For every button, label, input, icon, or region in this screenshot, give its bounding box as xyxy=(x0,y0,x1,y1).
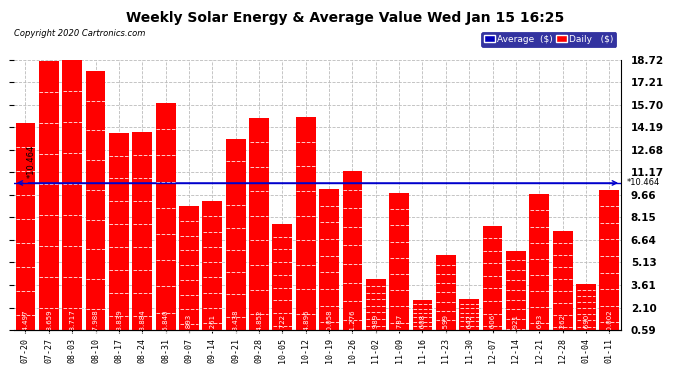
Bar xyxy=(436,255,456,339)
Text: 10.058: 10.058 xyxy=(326,310,332,334)
Bar xyxy=(202,201,222,339)
Text: 3.690: 3.690 xyxy=(583,314,589,334)
Bar xyxy=(482,225,502,339)
Text: *10.464: *10.464 xyxy=(27,145,36,178)
Text: 5.921: 5.921 xyxy=(513,314,519,334)
Text: *10.464: *10.464 xyxy=(627,178,660,188)
Text: 14.852: 14.852 xyxy=(256,310,262,334)
Bar xyxy=(460,300,479,339)
Text: 2.608: 2.608 xyxy=(420,314,426,334)
Text: 5.599: 5.599 xyxy=(443,314,449,334)
Text: 9.261: 9.261 xyxy=(209,314,215,334)
Bar xyxy=(39,61,59,339)
Bar xyxy=(576,284,596,339)
Text: Copyright 2020 Cartronics.com: Copyright 2020 Cartronics.com xyxy=(14,29,145,38)
Bar xyxy=(529,194,549,339)
Bar xyxy=(86,71,106,339)
Bar xyxy=(342,171,362,339)
Text: 2.642: 2.642 xyxy=(466,315,472,334)
Bar xyxy=(413,300,433,339)
Text: 7.722: 7.722 xyxy=(279,314,286,334)
Bar xyxy=(553,231,573,339)
Text: 15.840: 15.840 xyxy=(163,310,168,334)
Text: 13.839: 13.839 xyxy=(116,310,122,334)
Text: 18.717: 18.717 xyxy=(69,310,75,334)
Text: 7.262: 7.262 xyxy=(560,314,566,334)
Bar xyxy=(109,133,129,339)
Bar xyxy=(16,123,35,339)
Text: 13.884: 13.884 xyxy=(139,310,146,334)
Bar xyxy=(366,279,386,339)
Bar xyxy=(249,118,269,339)
Text: Weekly Solar Energy & Average Value Wed Jan 15 16:25: Weekly Solar Energy & Average Value Wed … xyxy=(126,11,564,25)
Text: 10.002: 10.002 xyxy=(607,310,612,334)
Text: 3.989: 3.989 xyxy=(373,314,379,334)
Text: 11.276: 11.276 xyxy=(349,310,355,334)
Text: 17.988: 17.988 xyxy=(92,310,99,334)
Bar xyxy=(389,193,409,339)
Text: 14.497: 14.497 xyxy=(23,310,28,334)
Text: 18.659: 18.659 xyxy=(46,310,52,334)
Bar xyxy=(600,190,619,339)
Text: 9.693: 9.693 xyxy=(536,314,542,334)
Legend: Average  ($), Daily   ($): Average ($), Daily ($) xyxy=(481,32,616,46)
Bar xyxy=(62,60,82,339)
Bar xyxy=(132,132,152,339)
Text: 13.438: 13.438 xyxy=(233,310,239,334)
Text: 14.896: 14.896 xyxy=(303,310,308,334)
Text: 8.893: 8.893 xyxy=(186,314,192,334)
Bar xyxy=(156,103,175,339)
Text: 9.787: 9.787 xyxy=(396,314,402,334)
Bar xyxy=(506,251,526,339)
Text: 7.606: 7.606 xyxy=(489,314,495,334)
Bar xyxy=(296,117,315,339)
Bar xyxy=(319,189,339,339)
Bar xyxy=(273,224,293,339)
Bar xyxy=(179,206,199,339)
Bar xyxy=(226,139,246,339)
